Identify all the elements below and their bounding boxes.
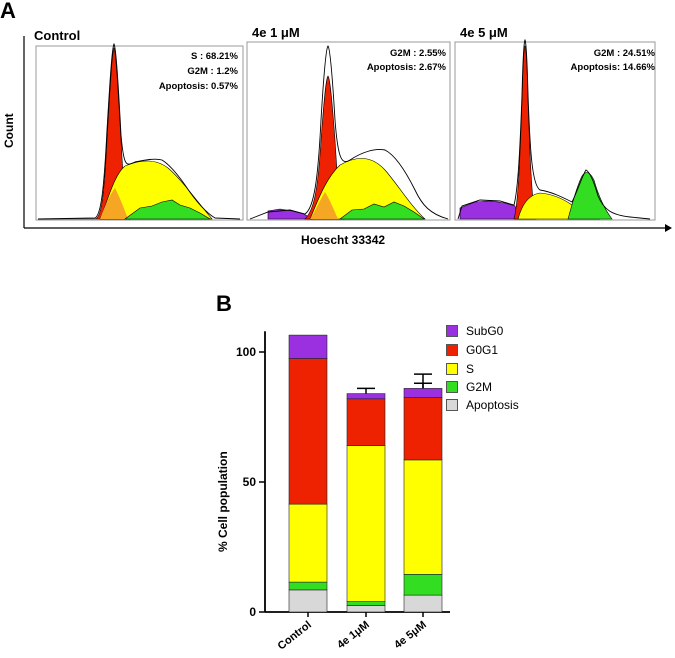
legend-item-g2m: G2M — [446, 380, 492, 394]
histogram-control-outline — [37, 42, 241, 220]
bar-subg0-1 — [346, 393, 386, 400]
legend-item-apoptosis: Apoptosis — [446, 398, 519, 412]
legend-item-s: S — [446, 362, 474, 376]
legend-label-subg0: SubG0 — [466, 324, 504, 338]
bar-y-tick-label-100: 100 — [236, 345, 256, 359]
bar-g0g1-0 — [288, 358, 328, 505]
histogram-4e-1um — [246, 41, 451, 221]
legend-swatch-subg0 — [446, 325, 458, 337]
cell-cycle-histograms — [23, 36, 672, 232]
legend-label-s: S — [466, 362, 475, 376]
panel-b-letter: B — [216, 291, 232, 316]
bar-apoptosis-1 — [346, 605, 386, 613]
stat-4e5-g2m: G2M : 24.51% — [593, 48, 655, 59]
histogram-title-4e-5um: 4e 5 μM — [460, 25, 508, 40]
bar-apoptosis-2 — [403, 594, 443, 613]
bar-x-tick-label-2: 4e 5μM — [392, 619, 429, 651]
legend-swatch-apoptosis — [446, 399, 458, 411]
bar-g2m-1 — [346, 601, 386, 606]
histogram-control-frame — [35, 45, 244, 221]
histogram-4e-5um-outline — [457, 38, 651, 220]
stat-control-apoptosis: Apoptosis: 0.57% — [158, 81, 238, 92]
histogram-control — [35, 42, 244, 221]
histogram-title-control: Control — [34, 28, 81, 43]
stat-4e1-apoptosis: Apoptosis: 2.67% — [366, 62, 446, 73]
bar-subg0-2 — [403, 388, 443, 398]
histogram-4e-1um-outline — [249, 45, 449, 220]
histogram-4e-1um-overlap — [310, 192, 338, 219]
stat-4e1-g2m: G2M : 2.55% — [390, 48, 446, 59]
histogram-x-axis-label: Hoescht 33342 — [301, 233, 386, 247]
histogram-4e-1um-g2m — [339, 201, 425, 220]
bar-x-tick-label-1: 4e 1μM — [335, 619, 372, 651]
legend-label-apoptosis: Apoptosis — [466, 398, 519, 412]
legend-swatch-s — [446, 363, 458, 375]
legend-swatch-g0g1 — [446, 344, 458, 356]
panel-a-letter: A — [0, 0, 16, 23]
legend-item-g0g1: G0G1 — [446, 343, 498, 357]
histogram-4e-1um-frame — [246, 41, 451, 221]
histogram-4e-5um-frame — [454, 41, 656, 221]
bar-g2m-0 — [288, 581, 328, 591]
legend-swatch-g2m — [446, 381, 458, 393]
legend-label-g2m: G2M — [466, 380, 493, 394]
histogram-4e-5um — [454, 38, 656, 221]
bar-s-0 — [288, 503, 328, 583]
histogram-control-s — [99, 160, 213, 220]
bar-x-tick-label-0: Control — [276, 619, 314, 653]
histogram-title-4e-1um: 4e 1 μM — [252, 25, 300, 40]
stat-control-g2m: G2M : 1.2% — [187, 66, 238, 77]
bar-g0g1-1 — [346, 398, 386, 446]
histogram-4e-5um-g0g1 — [513, 45, 537, 220]
histogram-control-g2m — [124, 199, 212, 220]
histogram-control-overlap — [100, 188, 128, 219]
bar-subg0-0 — [288, 334, 328, 359]
bar-g2m-2 — [403, 573, 443, 596]
bar-g0g1-2 — [403, 397, 443, 461]
bar-y-tick-label-0: 0 — [249, 605, 256, 619]
bar-s-2 — [403, 459, 443, 575]
bar-y-tick-label-50: 50 — [243, 475, 257, 489]
stat-control-s: S : 68.21% — [191, 51, 238, 62]
bar-apoptosis-0 — [288, 589, 328, 613]
legend-item-subg0: SubG0 — [446, 324, 503, 338]
legend-label-g0g1: G0G1 — [466, 343, 499, 357]
bar-s-1 — [346, 445, 386, 602]
stat-4e5-apoptosis: Apoptosis: 14.66% — [570, 62, 655, 73]
histogram-x-axis-arrow — [665, 224, 672, 232]
